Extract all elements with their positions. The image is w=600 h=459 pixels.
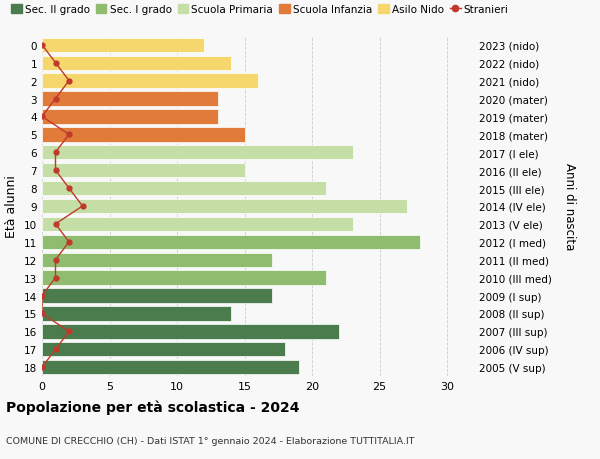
Text: Popolazione per età scolastica - 2024: Popolazione per età scolastica - 2024	[6, 399, 299, 414]
Bar	[42, 342, 285, 357]
Bar	[42, 217, 353, 232]
Bar	[42, 235, 420, 249]
Bar	[42, 271, 326, 285]
Text: COMUNE DI CRECCHIO (CH) - Dati ISTAT 1° gennaio 2024 - Elaborazione TUTTITALIA.I: COMUNE DI CRECCHIO (CH) - Dati ISTAT 1° …	[6, 436, 415, 445]
Bar	[42, 56, 231, 71]
Bar	[42, 146, 353, 160]
Bar	[42, 128, 245, 142]
Bar	[42, 199, 407, 214]
Legend: Sec. II grado, Sec. I grado, Scuola Primaria, Scuola Infanzia, Asilo Nido, Stran: Sec. II grado, Sec. I grado, Scuola Prim…	[11, 5, 509, 15]
Bar	[42, 307, 231, 321]
Bar	[42, 164, 245, 178]
Bar	[42, 253, 272, 267]
Y-axis label: Anni di nascita: Anni di nascita	[563, 163, 576, 250]
Bar	[42, 74, 258, 89]
Bar	[42, 325, 339, 339]
Bar	[42, 39, 204, 53]
Bar	[42, 360, 299, 375]
Bar	[42, 181, 326, 196]
Bar	[42, 289, 272, 303]
Bar	[42, 92, 218, 106]
Bar	[42, 110, 218, 124]
Y-axis label: Età alunni: Età alunni	[5, 175, 19, 238]
